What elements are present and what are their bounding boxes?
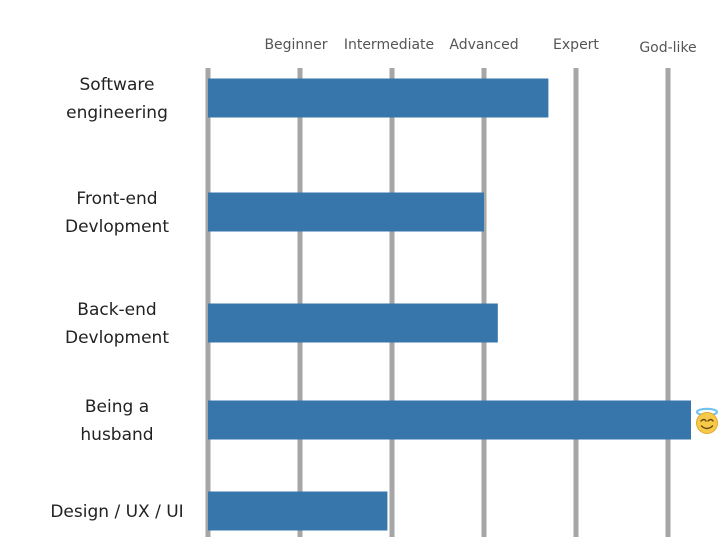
skill-label: Design / UX / UI bbox=[50, 502, 183, 522]
skill-label: engineering bbox=[66, 103, 168, 123]
skill-label: Being a bbox=[85, 397, 149, 417]
bar bbox=[208, 192, 484, 232]
smiling-face-with-halo-icon: 😇 bbox=[695, 407, 719, 434]
annotations: 😇 bbox=[695, 407, 719, 434]
bar bbox=[208, 78, 549, 118]
skill-label: husband bbox=[80, 425, 153, 445]
skill-labels: Software engineering Front-end Devlopment Ba… bbox=[50, 75, 183, 522]
level-tick-label: Expert bbox=[553, 37, 599, 53]
bars bbox=[208, 78, 691, 531]
skill-label: Devlopment bbox=[65, 328, 169, 348]
bar bbox=[208, 400, 691, 440]
level-tick-label: God-like bbox=[639, 40, 696, 56]
level-tick-label: Beginner bbox=[264, 37, 327, 53]
skill-label: Software bbox=[80, 75, 155, 95]
skill-label: Back-end bbox=[77, 300, 156, 320]
bar bbox=[208, 303, 498, 343]
level-tick-label: Advanced bbox=[449, 37, 518, 53]
skill-label: Devlopment bbox=[65, 217, 169, 237]
bar bbox=[208, 491, 388, 531]
grid-lines bbox=[205, 68, 671, 537]
level-tick-labels: Beginner Intermediate Advanced Expert God-li… bbox=[264, 37, 696, 56]
level-tick-label: Intermediate bbox=[344, 37, 434, 53]
skill-label: Front-end bbox=[76, 189, 157, 209]
